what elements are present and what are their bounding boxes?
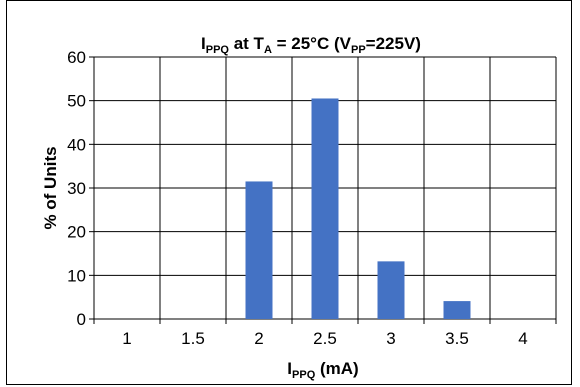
chart-title: IPPQ at TA = 25°C (VPP=225V) — [201, 34, 421, 56]
x-tick-label: 1 — [122, 329, 131, 348]
x-tick-label: 1.5 — [181, 329, 205, 348]
y-axis-title: % of Units — [41, 146, 60, 229]
x-tick-label: 3.5 — [445, 329, 469, 348]
x-tick-label: 2.5 — [313, 329, 337, 348]
x-tick-labels: 1 1.5 2 2.5 3 3.5 4 — [122, 329, 527, 348]
x-tick-label: 4 — [518, 329, 527, 348]
x-axis-title: IPPQ (mA) — [287, 359, 358, 381]
chart-frame — [6, 0, 572, 385]
y-tick-label: 60 — [67, 48, 86, 67]
bars — [245, 98, 471, 319]
y-tick-label: 10 — [67, 266, 86, 285]
bar-2 — [245, 181, 273, 319]
x-tick-label: 2 — [254, 329, 263, 348]
y-tick-label: 40 — [67, 135, 86, 154]
y-tick-labels: 0 10 20 30 40 50 60 — [67, 48, 86, 329]
y-tick-label: 30 — [67, 179, 86, 198]
bar-3 — [377, 261, 405, 319]
x-tick-label: 3 — [386, 329, 395, 348]
bar-2.5 — [311, 98, 339, 319]
y-tick-label: 20 — [67, 223, 86, 242]
bar-3.5 — [443, 301, 471, 319]
y-tick-label: 50 — [67, 92, 86, 111]
y-tick-label: 0 — [77, 310, 86, 329]
